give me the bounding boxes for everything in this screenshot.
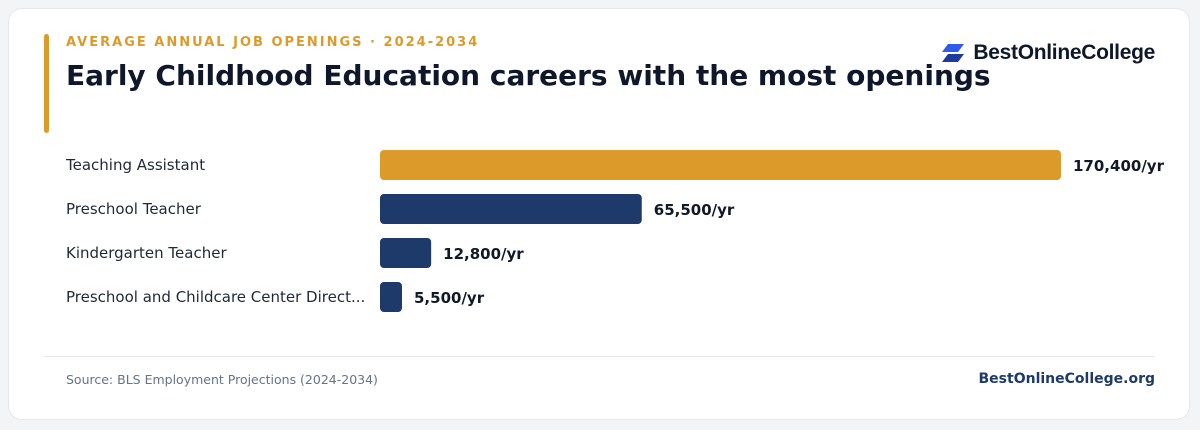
bar-chart: Teaching Assistant 170,400/yr Preschool Te…: [65, 150, 1165, 312]
logo-text: BestOnlineCollege: [973, 41, 1155, 64]
value-label: 5,500/yr: [414, 289, 485, 307]
accent-bar: [44, 34, 49, 133]
bar: [380, 150, 1061, 180]
value-label: 12,800/yr: [443, 245, 524, 263]
footer-divider: [44, 356, 1155, 357]
category-label: Teaching Assistant: [65, 156, 205, 174]
category-label: Kindergarten Teacher: [66, 244, 227, 262]
bar: [380, 194, 642, 224]
bestonlinecollege-logo-icon: [942, 44, 965, 62]
chart-title: Early Childhood Education careers with t…: [66, 59, 991, 92]
bar: [380, 238, 432, 268]
site-link[interactable]: BestOnlineCollege.org: [978, 371, 1155, 387]
value-label: 65,500/yr: [654, 201, 735, 219]
bar: [380, 282, 402, 312]
chart-card: AVERAGE ANNUAL JOB OPENINGS · 2024-2034 …: [8, 8, 1190, 420]
value-label: 170,400/yr: [1073, 157, 1165, 175]
source-note: Source: BLS Employment Projections (2024…: [66, 372, 378, 387]
category-label: Preschool and Childcare Center Direct...: [66, 288, 365, 306]
chart-kicker: AVERAGE ANNUAL JOB OPENINGS · 2024-2034: [66, 35, 480, 50]
category-label: Preschool Teacher: [66, 200, 202, 218]
brand-logo: BestOnlineCollege: [940, 41, 1155, 65]
